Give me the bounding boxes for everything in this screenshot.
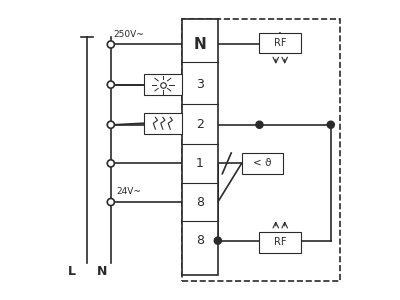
Text: RF: RF (274, 38, 286, 48)
Circle shape (107, 121, 114, 128)
Circle shape (107, 41, 114, 48)
Text: RF: RF (274, 237, 286, 247)
Bar (182, 19, 218, 275)
Text: < ϑ: < ϑ (253, 158, 272, 168)
Circle shape (256, 121, 263, 128)
Circle shape (327, 121, 334, 128)
Text: 24V~: 24V~ (116, 187, 141, 196)
Text: N: N (194, 37, 206, 52)
Text: 3: 3 (196, 78, 204, 91)
Bar (144, 74, 182, 95)
Circle shape (107, 160, 114, 167)
Circle shape (107, 198, 114, 206)
Text: 2: 2 (196, 118, 204, 131)
Bar (144, 113, 182, 134)
Text: L: L (68, 266, 76, 278)
Text: 8: 8 (196, 196, 204, 208)
Circle shape (214, 237, 222, 244)
Text: N: N (97, 266, 107, 278)
Bar (260, 33, 301, 53)
Bar (260, 232, 301, 253)
Text: 1: 1 (196, 157, 204, 170)
Text: 8: 8 (196, 234, 204, 247)
Circle shape (107, 81, 114, 88)
Bar (242, 153, 283, 174)
Text: 250V~: 250V~ (113, 29, 144, 38)
